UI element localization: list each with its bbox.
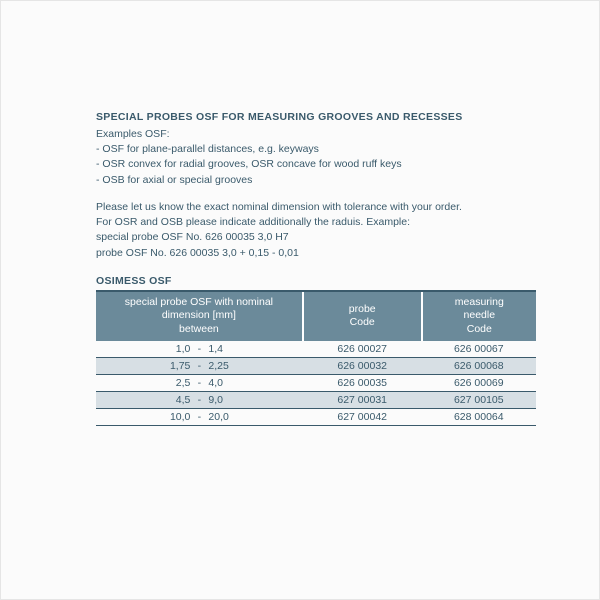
- dim-from: 10,0: [154, 411, 190, 423]
- header-text: Code: [467, 323, 492, 335]
- header-text: probe: [349, 303, 376, 315]
- cell-probe-code: 627 00042: [303, 408, 422, 425]
- cell-needle-code: 626 00067: [422, 341, 536, 358]
- intro-line: Examples OSF:: [96, 127, 536, 142]
- table-body: 1,0-1,4626 00027626 000671,75-2,25626 00…: [96, 341, 536, 426]
- cell-dimension: 1,75-2,25: [96, 357, 303, 374]
- dim-to: 4,0: [208, 377, 244, 389]
- header-text: needle: [464, 309, 496, 321]
- cell-probe-code: 626 00027: [303, 341, 422, 358]
- spacer: [96, 188, 536, 200]
- dim-sep: -: [194, 377, 204, 389]
- cell-dimension: 2,5-4,0: [96, 374, 303, 391]
- cell-dimension: 4,5-9,0: [96, 391, 303, 408]
- header-text: between: [179, 323, 219, 335]
- dim-from: 2,5: [154, 377, 190, 389]
- table-title: OSIMESS OSF: [96, 275, 536, 292]
- para-line: probe OSF No. 626 00035 3,0 + 0,15 - 0,0…: [96, 246, 536, 261]
- col-header-probe-code: probe Code: [303, 292, 422, 341]
- cell-probe-code: 626 00035: [303, 374, 422, 391]
- cell-needle-code: 627 00105: [422, 391, 536, 408]
- table-row: 1,0-1,4626 00027626 00067: [96, 341, 536, 358]
- header-text: special probe OSF with nominal: [125, 296, 273, 308]
- cell-probe-code: 627 00031: [303, 391, 422, 408]
- col-header-needle-code: measuring needle Code: [422, 292, 536, 341]
- intro-line: - OSB for axial or special grooves: [96, 173, 536, 188]
- probe-table: special probe OSF with nominal dimension…: [96, 292, 536, 426]
- dim-sep: -: [194, 360, 204, 372]
- dim-sep: -: [194, 394, 204, 406]
- dim-to: 9,0: [208, 394, 244, 406]
- intro-line: - OSR convex for radial grooves, OSR con…: [96, 157, 536, 172]
- dim-from: 1,75: [154, 360, 190, 372]
- cell-needle-code: 628 00064: [422, 408, 536, 425]
- table-row: 10,0-20,0627 00042628 00064: [96, 408, 536, 425]
- dim-to: 1,4: [208, 343, 244, 355]
- dim-sep: -: [194, 411, 204, 423]
- header-text: measuring: [455, 296, 504, 308]
- doc-title: SPECIAL PROBES OSF FOR MEASURING GROOVES…: [96, 111, 536, 123]
- table-header-row: special probe OSF with nominal dimension…: [96, 292, 536, 341]
- dim-to: 20,0: [208, 411, 244, 423]
- header-text: dimension [mm]: [162, 309, 236, 321]
- intro-line: - OSF for plane-parallel distances, e.g.…: [96, 142, 536, 157]
- document-body: SPECIAL PROBES OSF FOR MEASURING GROOVES…: [96, 111, 536, 426]
- table-row: 1,75-2,25626 00032626 00068: [96, 357, 536, 374]
- col-header-dimension: special probe OSF with nominal dimension…: [96, 292, 303, 341]
- dim-from: 1,0: [154, 343, 190, 355]
- para-line: special probe OSF No. 626 00035 3,0 H7: [96, 230, 536, 245]
- table-row: 2,5-4,0626 00035626 00069: [96, 374, 536, 391]
- cell-dimension: 10,0-20,0: [96, 408, 303, 425]
- cell-needle-code: 626 00069: [422, 374, 536, 391]
- cell-probe-code: 626 00032: [303, 357, 422, 374]
- dim-sep: -: [194, 343, 204, 355]
- para-line: Please let us know the exact nominal dim…: [96, 200, 536, 215]
- para-line: For OSR and OSB please indicate addition…: [96, 215, 536, 230]
- dim-to: 2,25: [208, 360, 244, 372]
- header-text: Code: [350, 316, 375, 328]
- dim-from: 4,5: [154, 394, 190, 406]
- table-row: 4,5-9,0627 00031627 00105: [96, 391, 536, 408]
- cell-dimension: 1,0-1,4: [96, 341, 303, 358]
- cell-needle-code: 626 00068: [422, 357, 536, 374]
